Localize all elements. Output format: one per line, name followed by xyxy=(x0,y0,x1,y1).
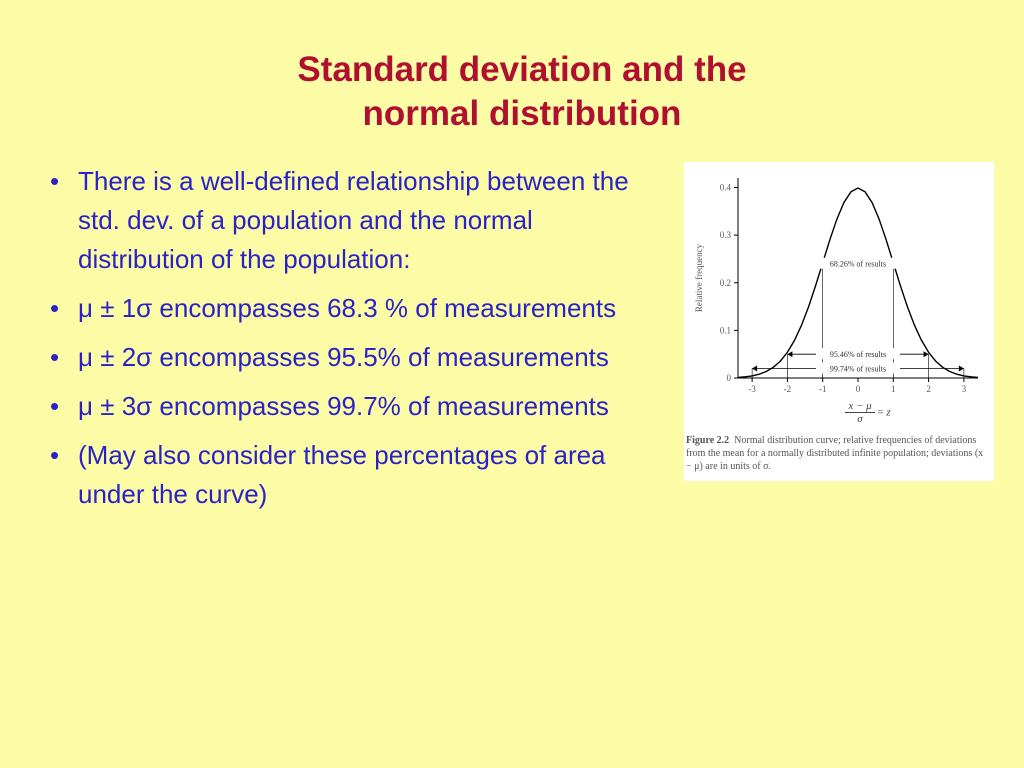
title-line-2: normal distribution xyxy=(363,94,682,133)
caption-prefix: Figure 2.2 xyxy=(686,435,729,446)
content-row: There is a well-defined relationship bet… xyxy=(50,162,994,524)
svg-text:Relative frequency: Relative frequency xyxy=(694,243,704,312)
bullet-item: μ ± 1σ encompasses 68.3 % of measurement… xyxy=(50,289,664,328)
svg-text:1: 1 xyxy=(891,384,896,394)
svg-text:0.2: 0.2 xyxy=(720,277,731,287)
title-line-1: Standard deviation and the xyxy=(297,50,746,89)
figure: 0 0.1 0.2 0.3 0.4 -3 -2 -1 0 1 2 3 Relative frequenc… xyxy=(684,162,994,481)
bullet-item: There is a well-defined relationship bet… xyxy=(50,162,664,279)
svg-text:0.1: 0.1 xyxy=(720,325,731,335)
normal-curve-chart: 0 0.1 0.2 0.3 0.4 -3 -2 -1 0 1 2 3 Relative frequenc… xyxy=(686,168,986,428)
svg-text:99.74% of results: 99.74% of results xyxy=(830,364,886,373)
slide: Standard deviation and the normal distri… xyxy=(0,0,1024,768)
svg-text:3: 3 xyxy=(962,384,967,394)
svg-text:95.46% of results: 95.46% of results xyxy=(830,350,886,359)
svg-text:-2: -2 xyxy=(784,384,792,394)
svg-text:2: 2 xyxy=(926,384,931,394)
bullet-list: There is a well-defined relationship bet… xyxy=(50,162,684,524)
svg-text:68.26% of results: 68.26% of results xyxy=(830,259,886,268)
svg-text:-3: -3 xyxy=(748,384,756,394)
svg-text:0: 0 xyxy=(727,373,732,383)
bullet-item: μ ± 3σ encompasses 99.7% of measurements xyxy=(50,387,664,426)
caption-text: Normal distribution curve; relative freq… xyxy=(686,435,983,472)
svg-text:-1: -1 xyxy=(819,384,827,394)
svg-text:0.4: 0.4 xyxy=(720,182,732,192)
bullet-item: μ ± 2σ encompasses 95.5% of measurements xyxy=(50,338,664,377)
svg-text:0.3: 0.3 xyxy=(720,230,732,240)
figure-caption: Figure 2.2 Normal distribution curve; re… xyxy=(686,434,986,473)
bullet-item: (May also consider these percentages of … xyxy=(50,436,664,514)
slide-title: Standard deviation and the normal distri… xyxy=(50,48,994,136)
svg-text:0: 0 xyxy=(856,384,861,394)
